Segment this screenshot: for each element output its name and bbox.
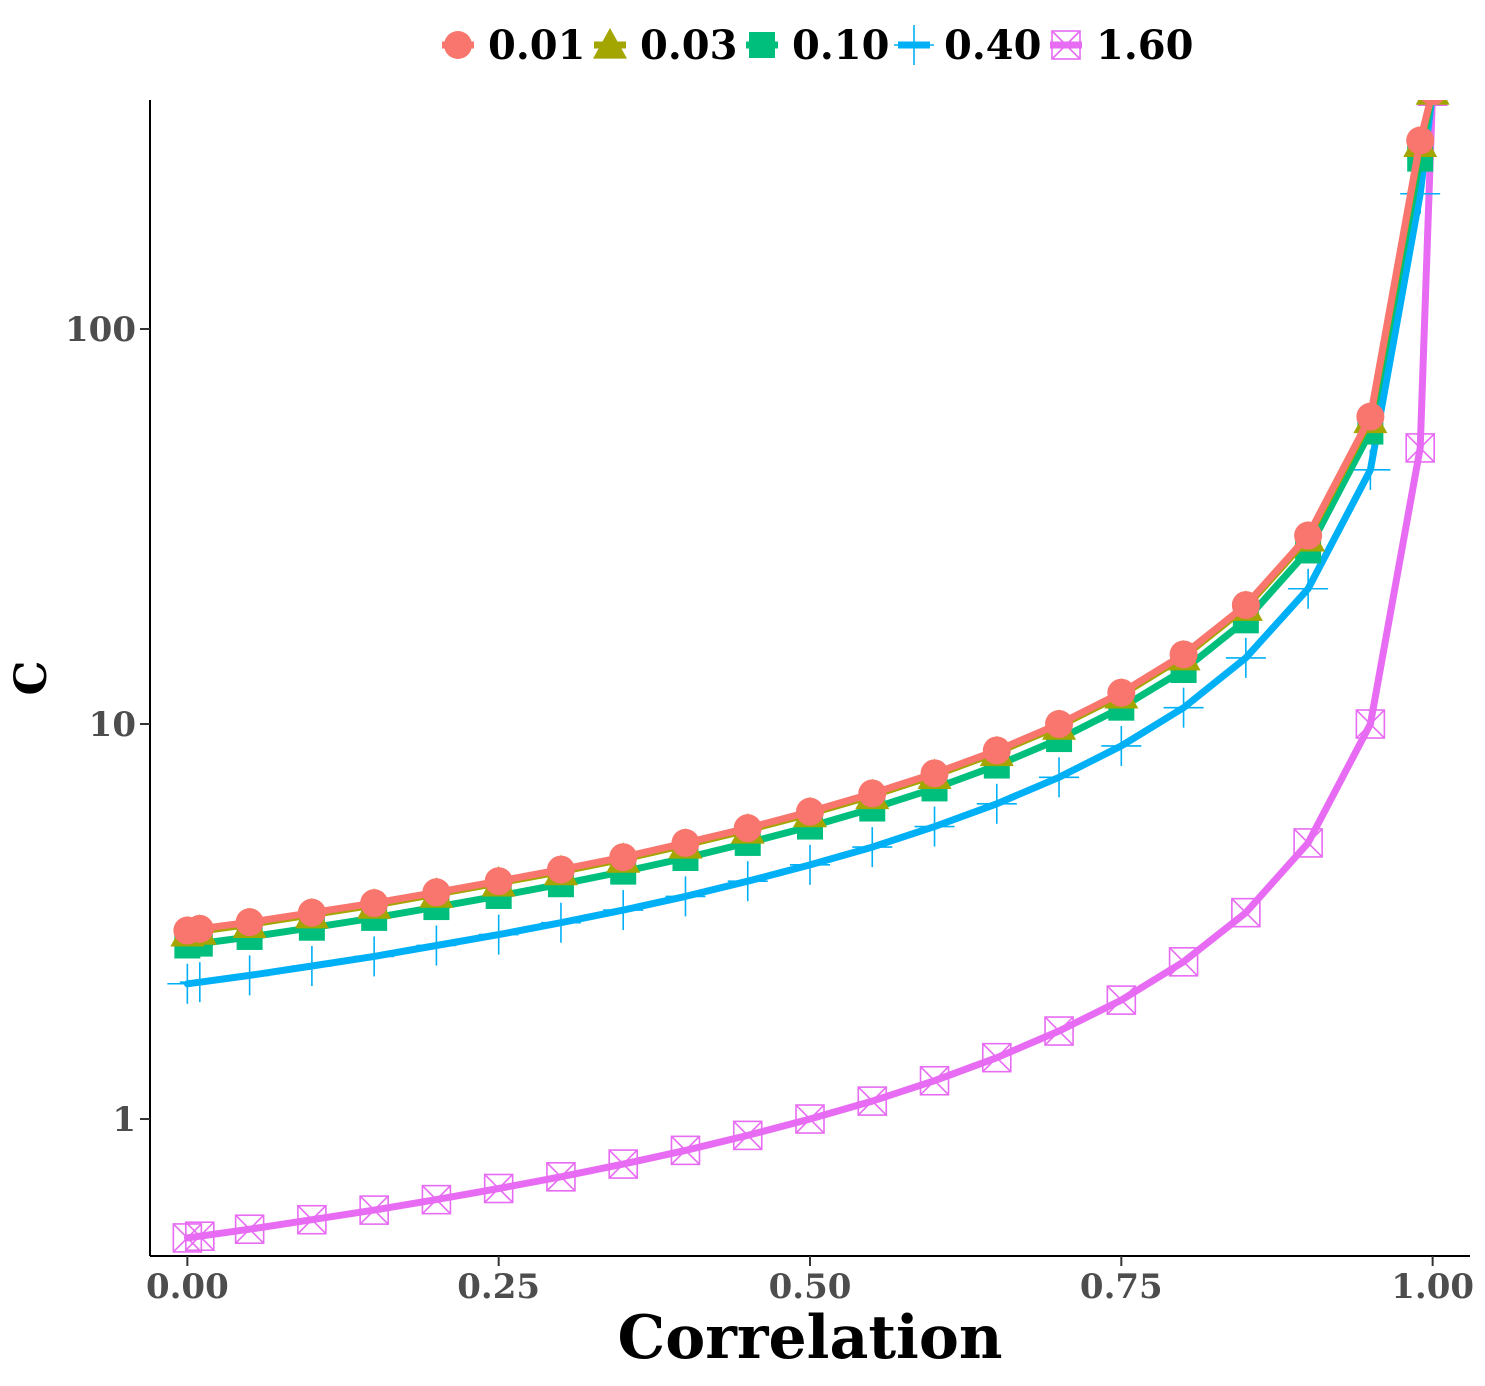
data-point xyxy=(179,962,220,1003)
x-ticks: 0.00 0.25 0.50 0.75 1.00 xyxy=(146,1256,1474,1307)
data-point xyxy=(852,827,893,868)
data-point xyxy=(1168,947,1199,977)
x-tick-label: 0.75 xyxy=(1080,1267,1163,1307)
data-point xyxy=(422,878,451,907)
data-point xyxy=(354,936,395,977)
data-point xyxy=(1405,433,1435,463)
data-point xyxy=(540,902,581,943)
series-0-01 xyxy=(173,100,1444,945)
data-point xyxy=(1355,709,1386,739)
legend-item-0-01: 0.01 xyxy=(442,22,585,69)
data-point xyxy=(976,783,1017,824)
data-point xyxy=(478,914,519,955)
legend-label: 0.10 xyxy=(792,22,889,69)
legend-key-marker xyxy=(1051,30,1081,60)
data-point xyxy=(857,1086,888,1116)
data-point xyxy=(727,861,768,902)
series-0-40 xyxy=(167,100,1441,1004)
series-1-60 xyxy=(172,100,1448,1253)
data-point xyxy=(920,759,949,788)
data-point xyxy=(1288,568,1329,609)
data-point xyxy=(185,914,214,943)
data-point xyxy=(297,1204,327,1235)
legend-item-0-40: 0.40 xyxy=(894,22,1041,69)
data-point xyxy=(1101,725,1142,766)
x-tick-label: 1.00 xyxy=(1391,1267,1474,1307)
legend-label: 0.03 xyxy=(640,22,737,69)
series-layer xyxy=(167,100,1450,1253)
data-point xyxy=(235,908,264,937)
data-point xyxy=(291,945,332,986)
legend-label: 0.01 xyxy=(488,22,585,69)
data-point xyxy=(1356,402,1385,431)
data-point xyxy=(1231,591,1260,620)
legend-label: 1.60 xyxy=(1096,22,1193,69)
data-point xyxy=(234,1214,265,1245)
data-point xyxy=(1106,985,1137,1015)
x-tick-label: 0.00 xyxy=(146,1267,229,1307)
data-point xyxy=(609,843,638,872)
data-point xyxy=(919,1065,950,1096)
data-point xyxy=(1406,126,1435,155)
data-point xyxy=(1044,1016,1074,1046)
legend-item-1-60: 1.60 xyxy=(1050,22,1193,69)
data-point xyxy=(359,1195,389,1225)
y-ticks: 1 10 100 xyxy=(65,310,150,1140)
data-point xyxy=(360,889,389,918)
data-point xyxy=(790,844,830,885)
y-tick-label: 10 xyxy=(89,705,136,745)
data-point xyxy=(185,1221,215,1252)
data-point xyxy=(1045,710,1074,739)
legend-key-marker xyxy=(894,25,934,65)
data-point xyxy=(981,1042,1012,1073)
data-point xyxy=(1225,637,1266,678)
data-point xyxy=(1039,757,1080,798)
data-point xyxy=(1294,521,1323,550)
data-point xyxy=(795,1104,825,1134)
y-tick-label: 1 xyxy=(112,1100,136,1140)
data-point xyxy=(671,828,700,857)
legend: 0.01 0.03 0.10 0.40 1.60 xyxy=(442,22,1193,69)
data-point xyxy=(665,876,706,917)
legend-label: 0.40 xyxy=(944,22,1041,69)
data-point xyxy=(546,855,575,884)
data-point xyxy=(608,1149,639,1179)
data-point xyxy=(484,867,513,896)
data-point xyxy=(229,955,270,996)
x-tick-label: 0.50 xyxy=(769,1267,852,1307)
data-point xyxy=(546,1162,576,1192)
x-axis-title: Correlation xyxy=(618,1303,1003,1373)
legend-key-marker xyxy=(749,32,775,58)
data-point xyxy=(1107,678,1136,707)
data-point xyxy=(1350,449,1391,490)
data-point xyxy=(1421,100,1444,106)
data-point xyxy=(670,1135,701,1166)
data-point xyxy=(483,1173,514,1204)
data-point xyxy=(167,963,208,1004)
data-point xyxy=(1163,687,1204,728)
y-tick-label: 100 xyxy=(65,310,136,350)
data-point xyxy=(416,925,457,966)
data-point xyxy=(1231,897,1261,928)
data-point xyxy=(733,814,762,843)
data-point xyxy=(603,890,644,931)
data-point xyxy=(1169,640,1198,669)
y-axis-title: C xyxy=(6,660,57,695)
legend-item-0-03: 0.03 xyxy=(593,22,737,69)
data-point xyxy=(914,806,955,847)
data-point xyxy=(421,1184,452,1215)
x-tick-label: 0.25 xyxy=(457,1267,540,1307)
data-point xyxy=(297,898,326,927)
data-point xyxy=(796,797,824,826)
legend-key-marker xyxy=(593,28,627,59)
legend-key-marker xyxy=(444,31,472,59)
legend-item-0-10: 0.10 xyxy=(746,22,889,69)
data-point xyxy=(732,1120,763,1151)
data-point xyxy=(1293,828,1323,858)
data-point xyxy=(982,736,1011,765)
data-point xyxy=(1400,173,1441,214)
data-point xyxy=(858,779,887,808)
